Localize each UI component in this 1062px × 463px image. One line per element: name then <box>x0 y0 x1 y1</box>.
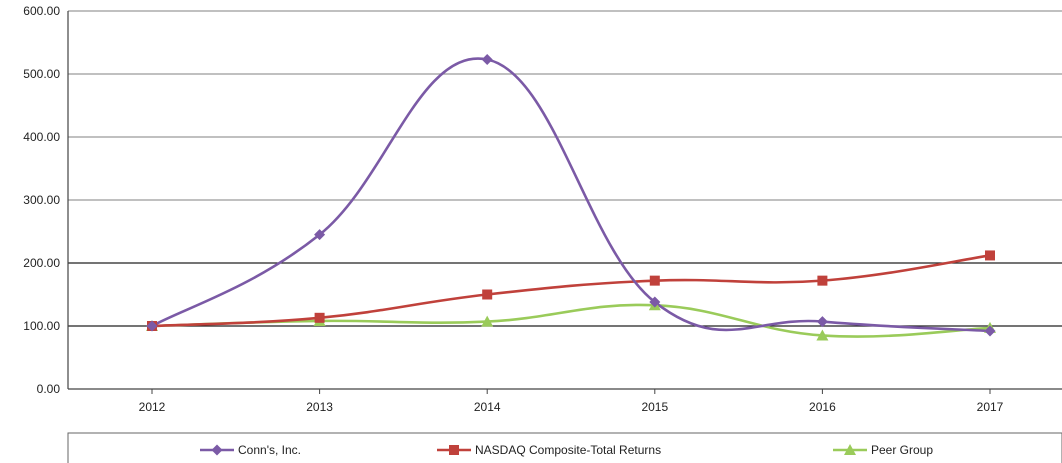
axes: 0.00 100.00 200.00 300.00 400.00 500.00 600.00… <box>23 4 1062 414</box>
series-line-square <box>151 254 991 328</box>
data-point-triangle <box>816 329 829 341</box>
y-tick-label: 600.00 <box>23 4 60 18</box>
y-tick-label: 500.00 <box>23 67 60 81</box>
data-point-square <box>985 250 995 261</box>
legend: Conn's, Inc. NASDAQ Composite-Total Retur… <box>67 432 1062 463</box>
series-line-diamond <box>151 57 991 333</box>
gridlines <box>68 10 1062 327</box>
y-tick-label: 400.00 <box>23 130 60 144</box>
data-point-diamond <box>649 296 661 308</box>
legend-label: NASDAQ Composite-Total Returns <box>475 443 661 457</box>
x-tick-label: 2015 <box>641 400 668 414</box>
data-point-diamond <box>481 54 493 66</box>
x-tick-label: 2016 <box>809 400 836 414</box>
x-tick-label: 2013 <box>306 400 333 414</box>
data-point-square <box>482 289 493 300</box>
legend-label: Peer Group <box>871 443 933 457</box>
data-point-diamond <box>314 229 326 241</box>
series-lines <box>146 54 996 341</box>
x-tick-label: 2014 <box>474 400 501 414</box>
legend-label: Conn's, Inc. <box>238 443 301 457</box>
data-point-triangle <box>481 315 494 327</box>
data-point-square <box>817 275 828 286</box>
y-tick-label: 200.00 <box>23 256 60 270</box>
legend-marker-square <box>449 445 459 455</box>
legend-marker-diamond <box>211 444 223 456</box>
data-point-square <box>649 275 660 286</box>
data-point-square <box>314 312 325 323</box>
y-tick-label: 300.00 <box>23 193 60 207</box>
legend-marker-triangle <box>844 444 856 455</box>
x-tick-label: 2012 <box>139 400 166 414</box>
data-point-diamond <box>146 320 158 332</box>
data-point-diamond <box>816 316 828 328</box>
y-tick-label: 0.00 <box>37 382 61 396</box>
x-tick-label: 2017 <box>977 400 1004 414</box>
legend-box <box>67 432 1062 463</box>
data-point-diamond <box>984 325 996 337</box>
y-tick-label: 100.00 <box>23 319 60 333</box>
series-line-triangle <box>151 303 991 338</box>
